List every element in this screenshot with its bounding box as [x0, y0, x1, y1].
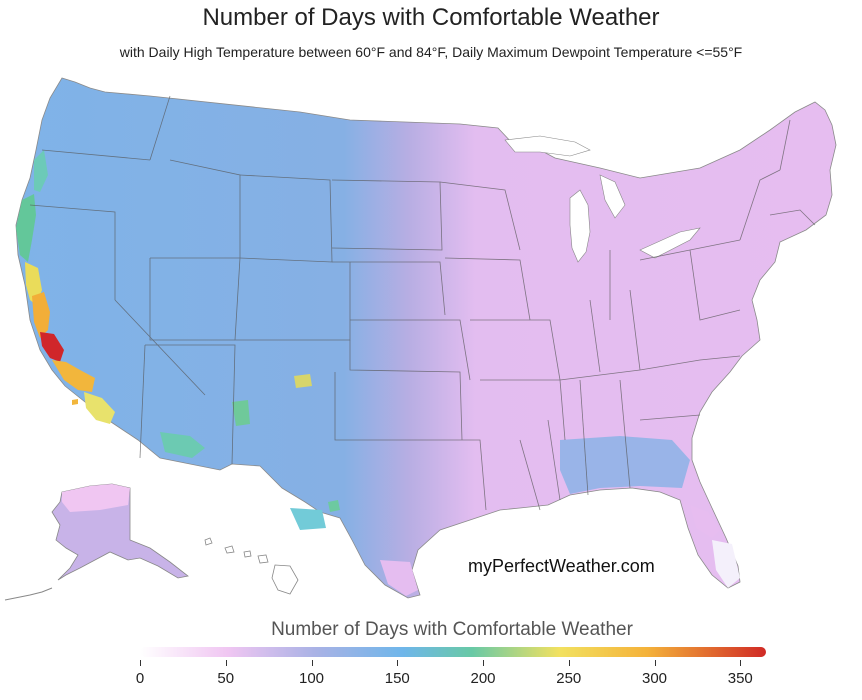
map-title: Number of Days with Comfortable Weather: [202, 4, 660, 31]
hawaii-inset: [204, 537, 299, 595]
bay-area-orange: [32, 292, 50, 338]
norcal-coast-green: [16, 194, 36, 262]
legend-tick-mark: [740, 660, 742, 666]
texas-gulf-pink: [380, 560, 418, 596]
legend-tick-mark: [654, 660, 656, 666]
legend-color-bar: [140, 647, 766, 657]
legend-tick-mark: [483, 660, 484, 666]
coast-teal-band: [34, 150, 48, 192]
legend-tick-label: 250: [556, 670, 582, 687]
central-coast-red: [40, 332, 64, 362]
southeast-blue-band: [560, 436, 690, 494]
legend-tick-label: 50: [217, 670, 235, 687]
legend-tick-label: 350: [727, 670, 753, 687]
lake-huron: [599, 174, 626, 219]
alaska-aleutian-chain: [4, 587, 53, 601]
alaska-north-pink: [62, 484, 130, 512]
arizona-teal-spot: [160, 432, 205, 458]
lake-erie: [639, 227, 701, 259]
texas-west-teal: [290, 508, 326, 530]
lake-superior: [504, 135, 591, 157]
florida-south-white: [712, 540, 740, 588]
lake-michigan: [569, 189, 591, 263]
legend-title: Number of Days with Comfortable Weather: [271, 619, 633, 640]
map-subtitle: with Daily High Temperature between 60°F…: [119, 44, 743, 60]
legend-tick-label: 200: [470, 670, 496, 687]
legend-tick-mark: [397, 660, 399, 666]
channel-islands: [72, 399, 78, 405]
socal-orange: [52, 360, 95, 392]
new-mexico-green-spot: [232, 400, 250, 426]
legend-tick-mark: [311, 660, 313, 666]
colorado-yellow-spot: [294, 374, 312, 388]
legend-tick-label: 0: [135, 670, 145, 687]
socal-yellow: [84, 392, 115, 424]
site-watermark: myPerfectWeather.com: [468, 556, 655, 576]
legend-tick-label: 300: [642, 670, 668, 687]
legend-tick-label: 150: [384, 670, 410, 687]
legend-tick-mark: [568, 660, 570, 666]
state-borders: [29, 95, 816, 511]
florida-pink: [690, 505, 720, 538]
legend-tick-mark: [140, 660, 141, 666]
texas-green-spot: [328, 500, 340, 512]
legend-tick-mark: [225, 660, 227, 666]
legend-tick-label: 100: [298, 670, 325, 687]
